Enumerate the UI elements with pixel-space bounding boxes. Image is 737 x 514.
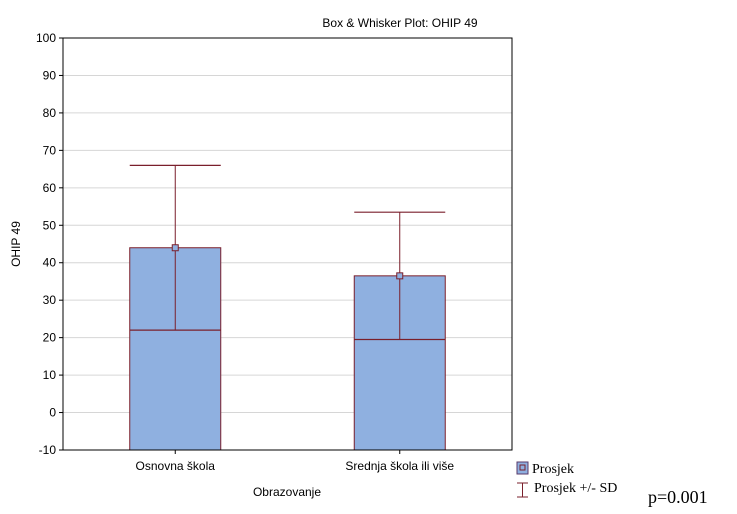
legend-sd-label: Prosjek +/- SD [534,481,617,496]
x-tick-label: Osnovna škola [136,459,216,473]
legend-mean-marker [519,464,526,471]
plot-area-frame [62,37,513,451]
y-tick-label: -10 [39,443,57,457]
y-tick-label: 60 [43,181,57,195]
y-tick-label: 10 [43,368,57,382]
y-tick-label: 100 [36,31,56,45]
y-tick-label: 0 [49,406,56,420]
y-tick-label: 70 [43,143,57,157]
boxes [129,164,446,451]
y-tick-label: 80 [43,106,57,120]
chart-title: Box & Whisker Plot: OHIP 49 [322,16,477,30]
x-axis-label: Obrazovanje [253,485,321,499]
y-axis-ticks: -10 0 10 20 30 40 50 60 70 80 90 100 [36,31,63,457]
legend-mean-swatch [516,461,529,475]
x-axis-ticks: Osnovna škola Srednja škola ili više [136,450,454,473]
box-group [129,164,222,451]
x-tick-label: Srednja škola ili više [345,459,454,473]
box-group [353,211,446,451]
y-tick-label: 40 [43,256,57,270]
y-tick-label: 30 [43,293,57,307]
y-tick-label: 50 [43,218,57,232]
legend-mean-label: Prosjek [532,462,574,477]
y-tick-label: 20 [43,331,57,345]
mean-marker [396,272,404,280]
y-axis-label: OHIP 49 [9,221,23,267]
mean-marker [171,244,179,252]
p-value-annotation: p=0.001 [648,487,708,507]
legend: Prosjek Prosjek +/- SD [516,461,617,498]
y-tick-label: 90 [43,68,57,82]
